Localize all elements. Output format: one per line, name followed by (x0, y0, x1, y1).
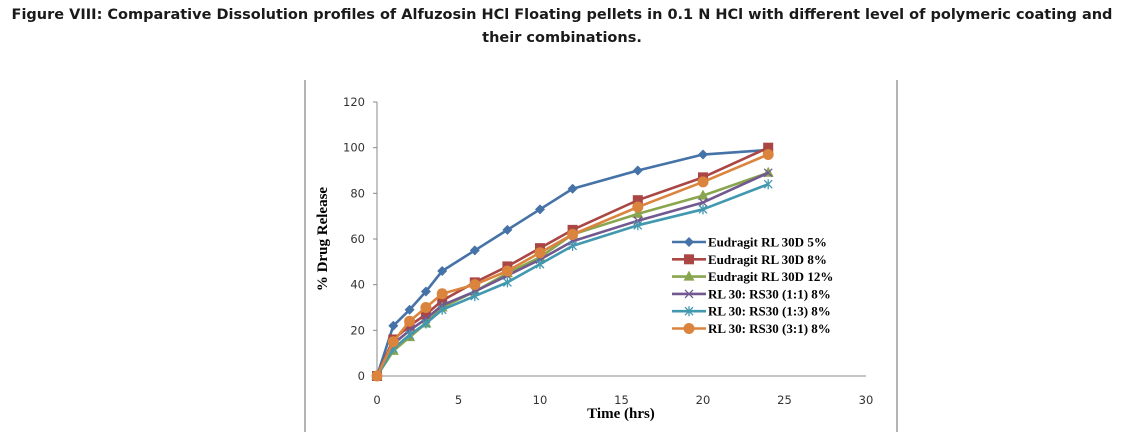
y-tick-label: 20 (350, 323, 365, 337)
series-1 (372, 144, 774, 381)
legend-item: RL 30: RS30 (3:1) 8% (672, 321, 831, 336)
data-point-marker (436, 288, 448, 300)
data-point-marker (387, 336, 399, 348)
data-point-marker (697, 176, 709, 188)
data-point-marker (469, 245, 480, 256)
x-tick-label: 30 (859, 393, 874, 407)
data-point-marker (470, 291, 480, 302)
legend-item: Eudragit RL 30D 12% (672, 269, 833, 284)
data-point-marker (698, 149, 708, 160)
data-point-marker (371, 370, 383, 382)
series-line (375, 148, 769, 377)
data-point-marker (420, 309, 431, 320)
x-tick-label: 25 (777, 393, 792, 407)
y-tick-label: 0 (358, 369, 365, 383)
data-point-marker (437, 295, 448, 306)
y-tick-label: 100 (343, 141, 365, 155)
y-tick-label: 40 (350, 278, 365, 292)
data-point-marker (535, 259, 545, 270)
x-tick-label: 10 (533, 393, 548, 407)
y-tick-label: 120 (343, 95, 365, 109)
data-point-marker (568, 240, 578, 251)
legend-label: Eudragit RL 30D 5% (708, 235, 827, 250)
legend-item: RL 30: RS30 (1:1) 8% (672, 286, 831, 301)
y-ticks: 0 20 40 60 80 100 120 (343, 95, 377, 383)
figure-caption-line-1: Figure VIII: Comparative Dissolution pro… (11, 7, 1113, 23)
x-tick-label: 15 (614, 393, 629, 407)
legend-label: Eudragit RL 30D 8% (708, 252, 827, 267)
data-point-marker (502, 277, 512, 288)
data-point-marker (762, 149, 774, 161)
data-point-marker (633, 220, 643, 231)
data-point-marker (632, 165, 643, 176)
data-point-marker (388, 320, 399, 331)
legend-marker-icon (683, 323, 695, 334)
data-point-marker (405, 329, 415, 340)
data-point-marker (502, 224, 513, 235)
x-tick-label: 5 (455, 393, 462, 407)
chart-frame (304, 80, 898, 432)
x-tick-label: 0 (373, 393, 380, 407)
x-axis-label: Time (hrs) (587, 406, 655, 422)
legend-label: Eudragit RL 30D 12% (708, 269, 833, 284)
data-point-marker (763, 142, 774, 153)
data-point-marker (420, 286, 431, 297)
data-point-marker (632, 207, 644, 218)
data-point-marker (632, 195, 643, 206)
data-point-marker (763, 179, 773, 190)
legend: Eudragit RL 30D 5% Eudragit RL 30D 8% Eudr… (672, 235, 833, 336)
legend-marker-icon (684, 254, 694, 265)
data-point-marker (698, 204, 708, 215)
data-point-marker (697, 189, 709, 200)
legend-label: RL 30: RS30 (1:1) 8% (708, 286, 831, 301)
figure-caption-line-2: their combinations. (482, 30, 642, 46)
data-point-marker (567, 183, 578, 194)
legend-item: RL 30: RS30 (1:3) 8% (672, 304, 831, 319)
data-point-marker (501, 265, 513, 277)
data-point-marker (437, 304, 447, 315)
y-tick-label: 80 (350, 186, 365, 200)
data-point-marker (534, 247, 546, 259)
legend-label: RL 30: RS30 (1:3) 8% (708, 304, 831, 319)
data-point-marker (698, 198, 708, 207)
legend-marker-icon (683, 270, 695, 281)
y-tick-label: 60 (350, 232, 365, 246)
y-axis-label: % Drug Release (315, 187, 331, 291)
series-6 (371, 149, 774, 382)
data-point-marker (632, 201, 644, 213)
legend-marker-icon (684, 306, 694, 317)
data-point-marker (567, 228, 579, 240)
data-point-marker (420, 302, 432, 313)
legend-item: Eudragit RL 30D 5% (672, 235, 827, 250)
legend-marker-icon (684, 289, 694, 299)
data-point-marker (404, 304, 415, 315)
x-tick-label: 20 (696, 393, 711, 407)
data-point-marker (437, 265, 448, 276)
x-ticks: 0 5 10 15 20 25 30 (373, 393, 873, 407)
data-point-marker (404, 315, 416, 327)
legend-item: Eudragit RL 30D 8% (672, 252, 827, 267)
data-point-marker (535, 204, 545, 215)
legend-marker-icon (684, 237, 694, 247)
data-point-marker (421, 318, 431, 329)
data-point-marker (763, 168, 773, 178)
series-group (371, 142, 774, 382)
legend-label: RL 30: RS30 (3:1) 8% (708, 321, 831, 336)
data-point-marker (469, 279, 481, 291)
